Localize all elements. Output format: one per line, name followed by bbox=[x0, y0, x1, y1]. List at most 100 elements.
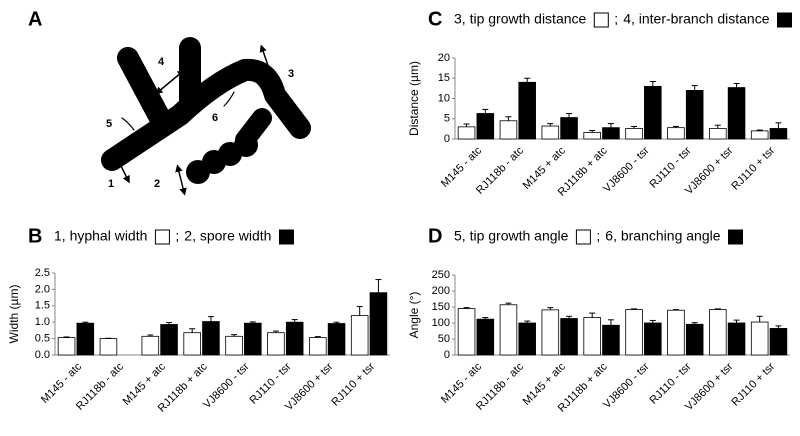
bar bbox=[369, 292, 388, 356]
y-tick-label: 50 bbox=[438, 333, 450, 345]
bar bbox=[644, 85, 662, 140]
bar bbox=[541, 125, 560, 140]
error-bar bbox=[356, 305, 363, 316]
bar bbox=[141, 335, 160, 356]
error-bar bbox=[505, 302, 512, 305]
error-bar bbox=[733, 83, 740, 88]
y-tick-label: 1.0 bbox=[35, 316, 50, 328]
x-tick-label: RJ110 + tsr bbox=[329, 360, 377, 408]
error-bar bbox=[775, 325, 782, 329]
angle-mark bbox=[121, 117, 135, 131]
bar bbox=[560, 318, 578, 356]
y-tick-label: 15 bbox=[438, 72, 450, 84]
bar bbox=[685, 90, 704, 140]
error-bar bbox=[733, 319, 740, 323]
x-tick-label: VJ8600 - tsr bbox=[201, 360, 252, 411]
error-bar bbox=[672, 309, 679, 311]
bar bbox=[267, 332, 285, 356]
y-tick-label: 10 bbox=[438, 92, 450, 104]
arrow bbox=[155, 69, 185, 95]
bar bbox=[160, 324, 178, 356]
bar bbox=[225, 335, 243, 356]
legend-label: 3, tip growth distance bbox=[454, 11, 587, 27]
error-bar bbox=[672, 125, 679, 128]
error-bar bbox=[272, 330, 279, 333]
hypha-diagram bbox=[101, 37, 311, 196]
error-bar bbox=[649, 319, 656, 323]
legend-swatch bbox=[728, 229, 743, 245]
x-tick-label: M145 - atc bbox=[439, 144, 485, 190]
error-bar bbox=[505, 116, 512, 121]
x-tick-label: VJ8600 - tsr bbox=[601, 144, 652, 195]
arrow bbox=[175, 164, 187, 196]
bar bbox=[560, 117, 578, 140]
arrow bbox=[259, 44, 289, 122]
y-tick-label: 5 bbox=[444, 113, 450, 125]
error-bar bbox=[756, 129, 763, 131]
panel-label: A bbox=[28, 8, 42, 30]
bar bbox=[727, 322, 746, 356]
bar bbox=[499, 304, 518, 356]
y-tick-label: 2.0 bbox=[35, 283, 50, 295]
legend-swatch bbox=[154, 229, 170, 245]
bar bbox=[727, 87, 746, 140]
bar bbox=[583, 132, 601, 140]
bar bbox=[750, 130, 769, 140]
error-bar bbox=[547, 307, 554, 310]
bar bbox=[499, 120, 518, 140]
bar bbox=[457, 308, 476, 356]
y-axis-title: Distance (µm) bbox=[407, 61, 421, 136]
error-bar bbox=[482, 108, 489, 114]
legend-separator: ; bbox=[175, 228, 179, 244]
spore bbox=[234, 133, 258, 157]
error-bar bbox=[463, 123, 470, 127]
error-bar bbox=[691, 322, 698, 325]
error-bar bbox=[566, 315, 573, 319]
error-bar bbox=[631, 308, 638, 310]
error-bar bbox=[756, 315, 763, 323]
bar bbox=[667, 309, 685, 356]
error-bar bbox=[82, 321, 89, 324]
x-tick-label: RJ110 + tsr bbox=[729, 144, 777, 192]
legend-separator: ; bbox=[614, 11, 618, 27]
error-bar bbox=[291, 319, 298, 323]
error-bar bbox=[607, 319, 614, 326]
error-bar bbox=[524, 77, 531, 83]
bar bbox=[518, 322, 536, 356]
legend-label: 1, hyphal width bbox=[54, 228, 147, 244]
bar bbox=[57, 337, 76, 356]
y-tick-label: 0.0 bbox=[35, 349, 50, 361]
y-axis-title: Width (µm) bbox=[7, 285, 21, 344]
x-tick-label: RJ110 + tsr bbox=[729, 360, 777, 408]
error-bar bbox=[631, 125, 638, 129]
y-axis-title: Angle (°) bbox=[407, 292, 421, 339]
error-bar bbox=[249, 321, 256, 324]
y-tick-label: 2.5 bbox=[35, 267, 50, 279]
y-tick-label: 150 bbox=[432, 301, 450, 313]
error-bar bbox=[566, 112, 573, 118]
panel-label: D bbox=[428, 225, 442, 247]
hypha-branch bbox=[117, 47, 171, 129]
legend-label: 6, branching angle bbox=[605, 228, 720, 244]
error-bar bbox=[691, 85, 698, 91]
legend-label: 5, tip growth angle bbox=[454, 228, 569, 244]
y-tick-label: 0 bbox=[444, 349, 450, 361]
error-bar bbox=[524, 320, 531, 323]
bar bbox=[769, 128, 788, 140]
y-tick-label: 0.5 bbox=[35, 333, 50, 345]
bar bbox=[685, 323, 704, 356]
bar bbox=[309, 337, 327, 356]
x-tick-label: M145 - atc bbox=[39, 360, 85, 406]
diagram-label: 6 bbox=[212, 112, 218, 124]
bar bbox=[244, 322, 262, 356]
bar bbox=[709, 309, 727, 356]
diagram-label: 1 bbox=[108, 178, 114, 190]
bar bbox=[327, 323, 346, 356]
error-bar bbox=[147, 334, 154, 337]
error-bar bbox=[547, 123, 554, 127]
error-bar bbox=[649, 80, 656, 87]
bar bbox=[350, 315, 369, 356]
legend-label: 4, inter-branch distance bbox=[623, 11, 770, 27]
error-bar bbox=[63, 336, 70, 338]
